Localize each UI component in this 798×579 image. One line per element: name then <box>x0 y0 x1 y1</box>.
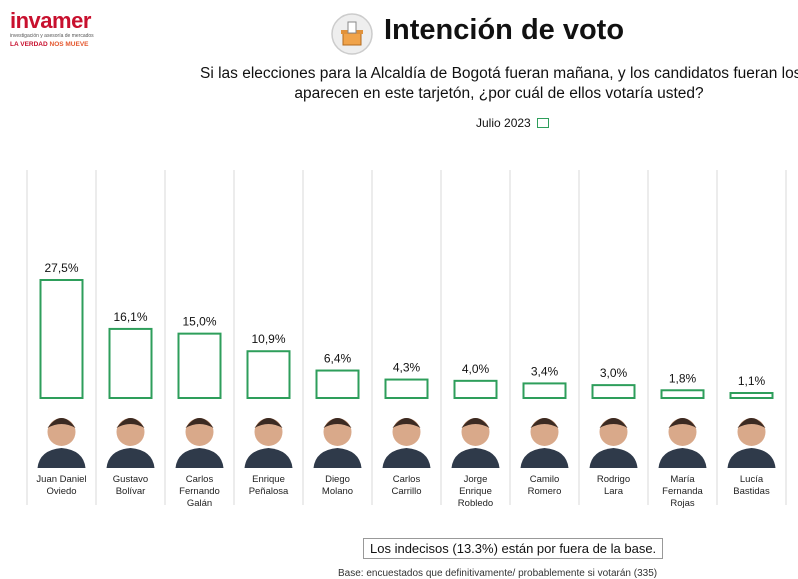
candidate-hair <box>530 418 559 428</box>
candidate-body <box>106 448 155 468</box>
candidate-photo <box>658 418 707 468</box>
data-label: 15,0% <box>182 315 216 329</box>
bar <box>522 382 567 399</box>
data-label: 3,4% <box>531 364 559 378</box>
candidate-body <box>727 448 776 468</box>
bar <box>177 332 222 400</box>
candidate-body <box>244 448 293 468</box>
candidate-body <box>520 448 569 468</box>
candidate-photo <box>37 418 86 468</box>
candidate-hair <box>116 418 145 428</box>
chart-legend: Julio 2023 <box>476 116 549 130</box>
data-label: 4,0% <box>462 362 490 376</box>
logo-motto-b: NOS MUEVE <box>49 41 89 48</box>
undecided-note: Los indecisos (13.3%) están por fuera de… <box>363 538 664 559</box>
candidate-body <box>37 448 86 468</box>
category-label: Enrique <box>252 474 285 485</box>
category-label: Rodrigo <box>597 474 630 485</box>
logo-motto: LA VERDAD NOS MUEVE <box>10 40 110 50</box>
candidate-hair <box>599 418 628 428</box>
candidate-hair <box>392 418 421 428</box>
data-label: 16,1% <box>113 310 147 324</box>
bar <box>729 392 774 399</box>
data-label: 4,3% <box>393 361 421 375</box>
category-label: Bastidas <box>733 486 770 497</box>
candidate-body <box>451 448 500 468</box>
candidate-photo <box>382 418 431 468</box>
category-label: Robledo <box>458 498 493 509</box>
bar <box>315 369 360 399</box>
category-label: Oviedo <box>46 486 76 497</box>
candidate-hair <box>737 418 766 428</box>
candidate-photo <box>727 418 776 468</box>
candidate-body <box>175 448 224 468</box>
ballot-box-icon <box>330 12 374 56</box>
category-label: Galán <box>187 498 212 509</box>
bar <box>384 378 429 399</box>
survey-question-line-1: Si las elecciones para la Alcaldía de Bo… <box>200 65 798 82</box>
category-label: Rojas <box>670 498 695 509</box>
candidate-photo <box>313 418 362 468</box>
legend-label: Julio 2023 <box>476 116 531 130</box>
survey-question: Si las elecciones para la Alcaldía de Bo… <box>200 64 798 104</box>
legend-swatch <box>536 118 549 128</box>
candidate-hair <box>185 418 214 428</box>
candidate-photo <box>106 418 155 468</box>
data-label: 6,4% <box>324 352 352 366</box>
candidate-hair <box>461 418 490 428</box>
category-label: Fernando <box>179 486 220 497</box>
candidate-photo <box>175 418 224 468</box>
candidate-hair <box>254 418 283 428</box>
bar <box>108 327 153 399</box>
candidate-body <box>313 448 362 468</box>
invamer-logo: invamer investigación y asesoría de merc… <box>10 10 110 54</box>
bar <box>660 389 705 400</box>
category-label: Juan Daniel <box>36 474 86 485</box>
data-label: 3,0% <box>600 366 628 380</box>
category-label: Carlos <box>393 474 421 485</box>
candidate-body <box>382 448 431 468</box>
candidate-hair <box>323 418 352 428</box>
category-label: Lucía <box>740 474 764 485</box>
candidate-hair <box>47 418 76 428</box>
category-label: Jorge <box>464 474 488 485</box>
category-label: Camilo <box>530 474 560 485</box>
candidate-photo <box>520 418 569 468</box>
category-label: Carlos <box>186 474 214 485</box>
candidate-body <box>658 448 707 468</box>
logo-motto-a: LA VERDAD <box>10 41 48 48</box>
category-label: Fernanda <box>662 486 703 497</box>
category-label: Bolívar <box>116 486 146 497</box>
category-label: Enrique <box>459 486 492 497</box>
data-label: 27,5% <box>44 261 78 275</box>
data-label: 10,9% <box>251 332 285 346</box>
category-label: Diego <box>325 474 350 485</box>
category-label: Molano <box>322 486 353 497</box>
candidate-photo <box>451 418 500 468</box>
candidate-photo <box>589 418 638 468</box>
vote-intention-chart: 27,5% Juan Daniel Oviedo 16,1% Gustavo Bolíva… <box>0 170 798 515</box>
category-label: María <box>670 474 695 485</box>
category-label: Gustavo <box>113 474 148 485</box>
data-label: 1,1% <box>738 374 766 388</box>
logo-tagline: investigación y asesoría de mercados <box>10 33 94 39</box>
category-label: Romero <box>528 486 562 497</box>
page-title: Intención de voto <box>384 14 625 46</box>
bar <box>39 279 84 399</box>
candidate-hair <box>668 418 697 428</box>
base-note: Base: encuestados que definitivamente/ p… <box>338 568 658 579</box>
category-label: Carrillo <box>391 486 421 497</box>
bar <box>246 350 291 400</box>
bar <box>591 384 636 400</box>
survey-question-line-2: aparecen en este tarjetón, ¿por cuál de … <box>294 85 704 102</box>
logo-brand: invamer <box>10 8 91 33</box>
candidate-body <box>589 448 638 468</box>
bar <box>453 379 498 400</box>
candidate-photo <box>244 418 293 468</box>
data-label: 1,8% <box>669 371 697 385</box>
category-label: Peñalosa <box>249 486 289 497</box>
category-label: Lara <box>604 486 624 497</box>
